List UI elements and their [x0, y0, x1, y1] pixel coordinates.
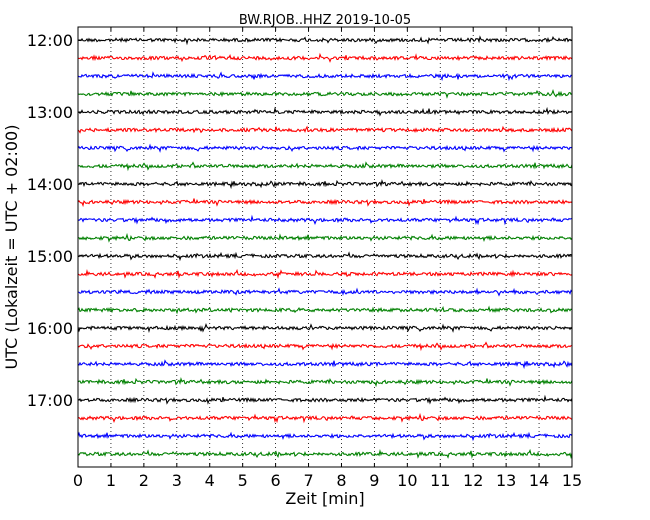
x-tick-label: 3: [172, 471, 182, 490]
trace-1600: [77, 322, 573, 334]
trace-1700: [77, 394, 573, 405]
x-tick-label: 15: [562, 471, 582, 490]
y-axis-ticks: 12:00 13:00 14:00 15:00 16:00 17:00: [27, 31, 572, 410]
x-tick-label: 14: [529, 471, 549, 490]
x-tick-label: 13: [496, 471, 516, 490]
trace-1400: [77, 179, 573, 190]
y-tick-label: 15:00: [27, 247, 73, 266]
x-tick-label: 11: [430, 471, 450, 490]
trace-1545: [77, 305, 573, 315]
trace-1500: [77, 251, 573, 262]
x-tick-label: 2: [139, 471, 149, 490]
y-tick-label: 12:00: [27, 31, 73, 50]
x-tick-label: 10: [397, 471, 417, 490]
grid-lines: [110, 27, 540, 467]
trace-1645: [77, 377, 573, 388]
trace-1515: [77, 268, 573, 280]
trace-1200: [77, 35, 573, 46]
x-tick-label: 9: [369, 471, 379, 490]
x-axis-label: Zeit [min]: [285, 489, 364, 508]
trace-1430: [77, 214, 572, 226]
y-tick-label: 13:00: [27, 103, 73, 122]
x-tick-label: 0: [73, 471, 83, 490]
plot-frame: [77, 26, 573, 468]
x-tick-label: 8: [336, 471, 346, 490]
trace-1300: [77, 106, 573, 117]
y-tick-label: 16:00: [27, 319, 73, 338]
trace-1415: [77, 198, 573, 208]
trace-1530: [77, 287, 573, 297]
trace-1615: [77, 341, 573, 352]
trace-1330: [77, 143, 573, 153]
trace-1215: [77, 52, 573, 63]
y-tick-label: 17:00: [27, 391, 73, 410]
x-axis-ticks: 0 1 2 3 4 5 6 7 8 9 10 11 12 13 14 15: [73, 27, 582, 490]
trace-1745: [77, 448, 573, 460]
y-axis-label: UTC (Lokalzeit = UTC + 02:00): [2, 125, 21, 370]
trace-1730: [77, 431, 573, 442]
traces: [77, 35, 573, 460]
trace-1630: [77, 359, 573, 370]
trace-1345: [77, 161, 573, 172]
y-tick-label: 14:00: [27, 175, 73, 194]
x-tick-label: 7: [303, 471, 313, 490]
x-tick-label: 6: [271, 471, 281, 490]
x-tick-label: 1: [106, 471, 116, 490]
x-tick-label: 5: [238, 471, 248, 490]
trace-1715: [77, 412, 573, 424]
trace-1230: [77, 71, 573, 82]
trace-1245: [77, 88, 573, 99]
x-tick-label: 4: [205, 471, 215, 490]
trace-1445: [77, 232, 573, 243]
trace-1315: [77, 125, 573, 134]
chart-title: BW.RJOB..HHZ 2019-10-05: [239, 13, 411, 28]
x-tick-label: 12: [463, 471, 483, 490]
